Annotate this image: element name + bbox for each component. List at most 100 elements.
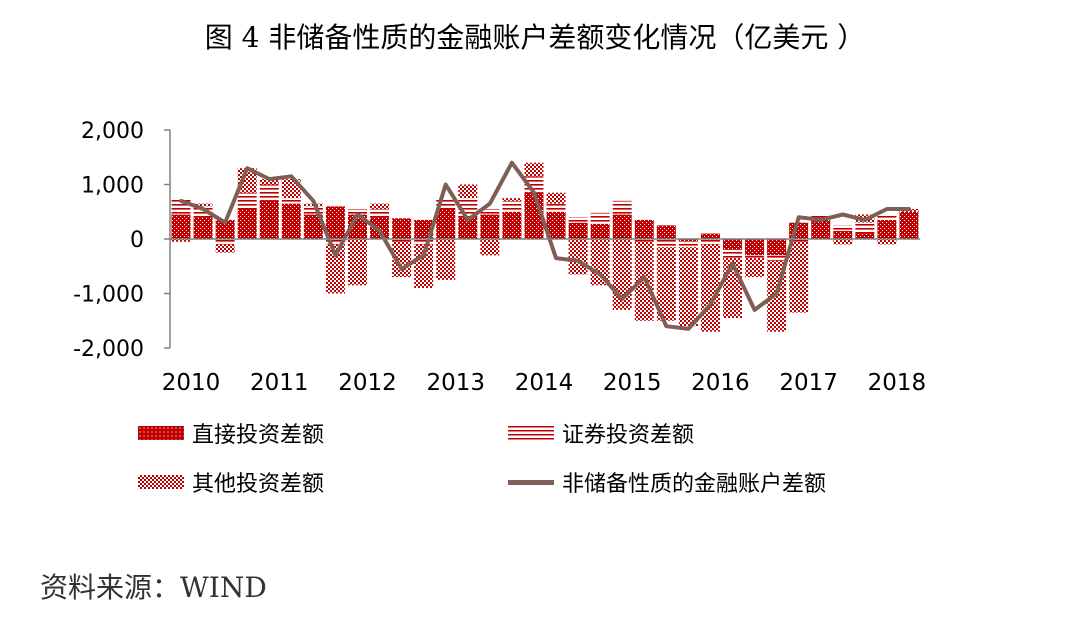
bar-portfolio [281,198,301,204]
bar-portfolio [325,239,345,245]
bar-portfolio [678,241,698,248]
bar-other [678,247,698,327]
bar-direct [723,239,742,250]
bar-direct [281,203,301,239]
x-tick-label: 2014 [515,370,574,396]
bar-portfolio [348,209,367,215]
bar-portfolio [237,192,257,210]
bar-portfolio [546,203,566,212]
bar-portfolio [811,214,831,220]
bar-portfolio [193,206,213,218]
y-tick-label: 0 [130,228,144,253]
x-tick-label: 2011 [250,370,309,396]
source-note: 资料来源：WIND [40,571,267,604]
bar-direct [767,239,787,256]
bar-direct [634,219,654,239]
x-tick-label: 2015 [603,370,662,396]
bar-direct [436,209,456,239]
bar-portfolio [723,249,742,259]
x-tick-label: 2016 [691,370,750,396]
y-tick-label: 2,000 [81,119,144,144]
bar-other [414,244,434,289]
bar-other [789,241,809,313]
bar-direct [171,214,191,239]
bar-portfolio [833,225,853,231]
bar-direct [215,219,235,239]
bar-portfolio [303,206,323,215]
bar-portfolio [590,212,610,224]
bar-other [546,192,566,204]
y-tick-label: -1,000 [73,283,144,308]
bar-direct [700,233,720,239]
bar-portfolio [612,200,632,215]
y-tick-label: -2,000 [73,337,144,362]
bar-direct [568,222,588,239]
bar-other [436,239,456,280]
bar-direct [259,200,279,239]
bar-portfolio [370,209,390,218]
bar-direct [678,239,698,242]
bar-portfolio [855,222,875,234]
bar-direct [590,223,610,239]
bar-direct [237,209,257,239]
x-tick-label: 2012 [338,370,397,396]
bar-other [370,203,390,210]
bar-portfolio [656,239,676,248]
bar-portfolio [634,239,654,242]
bar-portfolio [789,239,809,242]
bar-direct [833,230,853,239]
bar-other [171,239,191,242]
bar-direct [546,211,566,239]
net-financial-account-line [179,160,911,331]
bar-other [348,239,367,286]
bar-portfolio [480,209,500,215]
bar-portfolio [767,255,787,261]
bar-direct [392,218,412,239]
bar-other [325,244,345,294]
y-tick-label: 1,000 [81,174,144,199]
bar-other [745,258,765,278]
bar-direct [502,211,522,239]
bar-other [833,239,853,245]
bar-direct [656,225,676,239]
bar-direct [811,219,831,239]
bar-direct [193,217,213,239]
bar-other [568,239,588,275]
bar-other [237,168,257,193]
bar-direct [370,217,390,239]
bar-portfolio [414,239,434,245]
bar-other [877,239,897,245]
bar-direct [745,239,765,256]
x-tick-label: 2010 [162,370,221,396]
bar-other [215,244,235,253]
x-tick-label: 2018 [868,370,927,396]
bar-other [480,239,500,256]
bar-other [259,179,279,185]
bar-direct [303,214,323,239]
bar-portfolio [502,200,522,212]
bar-direct [877,219,897,239]
bar-portfolio [745,255,765,259]
bar-portfolio [259,184,279,201]
bar-portfolio [877,214,897,220]
bar-direct [855,233,875,239]
bar-portfolio [700,239,720,245]
bar-direct [899,211,919,239]
bar-direct [458,217,478,239]
bar-other [524,162,544,177]
chart-title: 图 4 非储备性质的金融账户差额变化情况（亿美元 ） [204,21,866,54]
bar-direct [325,206,345,239]
bar-other [193,203,213,207]
bar-other [656,247,676,321]
bar-other [502,198,522,201]
bar-portfolio [568,217,588,223]
bar-direct [480,214,500,239]
bar-portfolio [392,239,412,242]
bar-other [590,239,610,286]
x-tick-label: 2013 [426,370,485,396]
bar-other [458,184,478,199]
x-tick-label: 2017 [779,370,838,396]
bar-portfolio [436,198,456,210]
bar-portfolio [215,239,235,245]
